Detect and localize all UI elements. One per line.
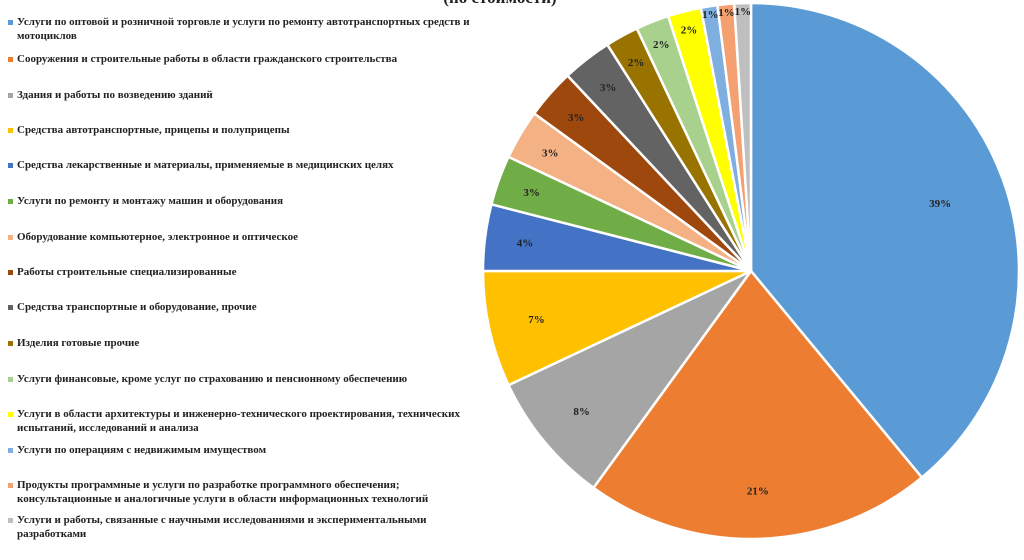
slice-data-label: 3% — [568, 112, 585, 124]
slice-data-label: 3% — [600, 82, 617, 94]
legend-item: Работы строительные специализированные — [8, 265, 487, 279]
legend-label: Услуги по ремонту и монтажу машин и обор… — [17, 195, 284, 207]
pie-slice — [506, 269, 753, 490]
legend-label: Услуги в области архитектуры и инженерно… — [17, 408, 460, 434]
legend-label: Услуги и работы, связанные с научными ис… — [17, 514, 427, 540]
legend-swatch — [8, 448, 13, 453]
legend-label: Услуги по оптовой и розничной торговле и… — [17, 16, 470, 42]
legend-label: Средства транспортные и оборудование, пр… — [17, 301, 257, 313]
legend-item: Здания и работы по возведению зданий — [8, 88, 487, 102]
pie-slice — [732, 1, 753, 272]
slice-data-label: 39% — [929, 198, 951, 210]
legend-label: Работы строительные специализированные — [17, 266, 237, 278]
legend-label: Услуги финансовые, кроме услуг по страхо… — [17, 373, 408, 385]
legend-swatch — [8, 93, 13, 98]
legend-label: Услуги по операциям с недвижимым имущест… — [17, 444, 267, 456]
legend-item: Продукты программные и услуги по разрабо… — [8, 478, 487, 506]
legend-swatch — [8, 57, 13, 62]
slice-data-label: 1% — [718, 7, 735, 19]
legend-label: Оборудование компьютерное, электронное и… — [17, 231, 298, 243]
slice-data-label: 2% — [681, 25, 698, 37]
legend-label: Средства лекарственные и материалы, прим… — [17, 159, 394, 171]
slice-data-label: 8% — [573, 406, 590, 418]
legend-swatch — [8, 518, 13, 523]
chart-title: (по стоимости) — [380, 0, 620, 8]
legend-item: Сооружения и строительные работы в облас… — [8, 52, 487, 66]
legend-label: Изделия готовые прочие — [17, 337, 140, 349]
legend-item: Средства транспортные и оборудование, пр… — [8, 300, 487, 314]
legend-swatch — [8, 20, 13, 25]
legend-swatch — [8, 412, 13, 417]
slice-data-label: 2% — [628, 57, 645, 69]
legend-item: Услуги по оптовой и розничной торговле и… — [8, 15, 487, 43]
legend-label: Сооружения и строительные работы в облас… — [17, 53, 398, 65]
slice-data-label: 1% — [702, 9, 719, 21]
legend-item: Средства лекарственные и материалы, прим… — [8, 158, 487, 172]
legend-item: Оборудование компьютерное, электронное и… — [8, 230, 487, 244]
legend-swatch — [8, 163, 13, 168]
legend-item: Услуги по ремонту и монтажу машин и обор… — [8, 194, 487, 208]
legend-swatch — [8, 128, 13, 133]
legend-item: Изделия готовые прочие — [8, 336, 487, 350]
legend-item: Услуги финансовые, кроме услуг по страхо… — [8, 372, 487, 386]
slice-data-label: 4% — [517, 237, 534, 249]
slice-data-label: 21% — [747, 486, 769, 498]
legend-swatch — [8, 377, 13, 382]
slice-data-label: 1% — [735, 6, 752, 18]
legend-label: Продукты программные и услуги по разрабо… — [17, 479, 429, 505]
legend-swatch — [8, 483, 13, 488]
pie-slice — [481, 269, 752, 387]
legend-item: Услуги и работы, связанные с научными ис… — [8, 513, 487, 541]
legend-swatch — [8, 305, 13, 310]
legend-item: Услуги по операциям с недвижимым имущест… — [8, 443, 487, 457]
slice-data-label: 7% — [528, 314, 545, 326]
slice-data-label: 3% — [523, 187, 540, 199]
legend-swatch — [8, 235, 13, 240]
slice-data-label: 2% — [653, 39, 670, 51]
legend-item: Услуги в области архитектуры и инженерно… — [8, 407, 487, 435]
slice-data-label: 3% — [542, 147, 559, 159]
legend-label: Здания и работы по возведению зданий — [17, 89, 213, 101]
legend-swatch — [8, 341, 13, 346]
legend-swatch — [8, 199, 13, 204]
legend-label: Средства автотранспортные, прицепы и пол… — [17, 124, 290, 136]
legend-swatch — [8, 270, 13, 275]
pie-slice — [749, 1, 1021, 480]
pie-slice — [591, 268, 924, 541]
legend-item: Средства автотранспортные, прицепы и пол… — [8, 123, 487, 137]
